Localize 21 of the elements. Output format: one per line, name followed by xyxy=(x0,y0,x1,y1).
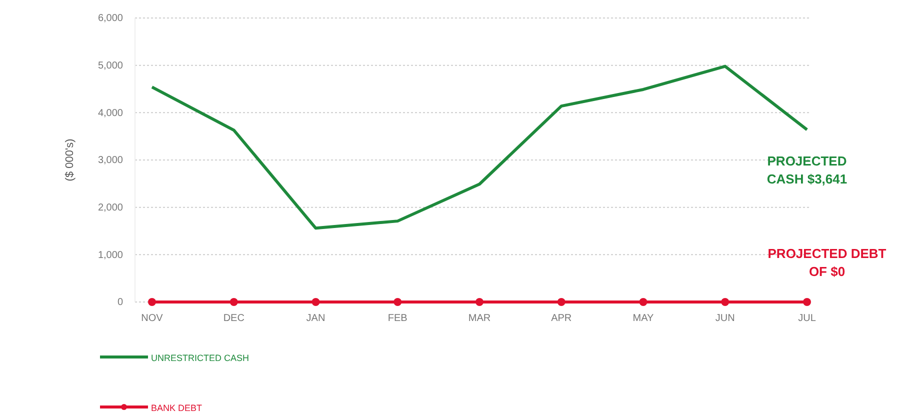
x-tick-label: FEB xyxy=(388,313,408,324)
x-tick-label: JAN xyxy=(306,313,326,324)
x-tick-label: DEC xyxy=(223,313,244,324)
y-tick-label: 1,000 xyxy=(98,250,124,261)
x-tick-label: JUL xyxy=(798,313,816,324)
annotation: PROJECTED CASH $3,641 xyxy=(766,154,848,187)
x-tick-label: NOV xyxy=(141,313,164,324)
y-tick-label: 3,000 xyxy=(98,155,124,166)
y-axis-title: ($ 000's) xyxy=(64,138,76,182)
y-tick-label: 2,000 xyxy=(98,202,124,214)
text: BANK DEBT xyxy=(151,403,203,413)
x-tick-label: MAY xyxy=(632,313,654,324)
x-tick-label: APR xyxy=(551,313,572,324)
x-tick-label: JUN xyxy=(715,313,735,324)
x-tick-label: MAR xyxy=(468,313,491,324)
y-tick-label: 0 xyxy=(117,297,124,308)
text: UNRESTRICTED CASH xyxy=(151,353,250,363)
y-tick-label: 6,000 xyxy=(98,13,124,24)
annotation: PROJECTED DEBT OF $0 xyxy=(768,246,886,279)
y-tick-label: 5,000 xyxy=(98,60,124,72)
y-tick-label: 4,000 xyxy=(98,108,124,119)
